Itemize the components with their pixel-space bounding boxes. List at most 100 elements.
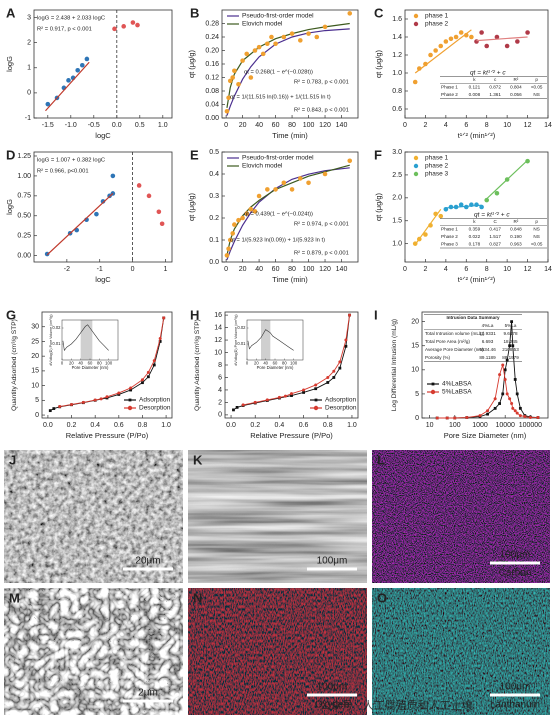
y-tick-label: 5 [35, 397, 39, 404]
x-tick-label: 140 [336, 122, 348, 129]
data-point [433, 48, 438, 53]
y-tick-label: 10 [31, 382, 39, 389]
data-point [277, 395, 281, 399]
data-point [338, 360, 342, 364]
inset-band [261, 320, 271, 360]
table-cell: 0.121 [469, 85, 481, 90]
data-point [486, 412, 489, 416]
series-line [486, 159, 528, 200]
data-point [289, 31, 295, 36]
y-tick-label: 0.12 [205, 74, 219, 81]
data-point [283, 394, 287, 398]
table-cell: 0.008 [469, 92, 481, 97]
x-tick-label: 12 [524, 266, 532, 273]
data-point [518, 406, 522, 410]
panel-letter: C [374, 5, 384, 20]
y-tick-label: 14 [214, 324, 222, 331]
x-tick-label: 4 [444, 266, 448, 273]
data-point [281, 180, 287, 186]
scale-bar-label: 100μm [500, 682, 531, 693]
table-cell: 1.517 [489, 234, 501, 239]
data-point [484, 197, 490, 203]
y-tick-label: 20 [31, 353, 39, 360]
x-axis-label: t¹ᐟ² (min¹ᐟ²) [458, 275, 496, 284]
data-point [505, 392, 509, 396]
data-point [129, 388, 133, 392]
legend-swatch [413, 155, 419, 161]
data-point [232, 222, 237, 227]
panel-letter: H [190, 307, 199, 322]
data-point [240, 215, 245, 221]
series-line [226, 167, 350, 261]
x-tick-label: 0.2 [67, 422, 77, 429]
y-tick-label: 0.2 [209, 215, 219, 222]
x-tick-label: 0.4 [90, 422, 100, 429]
panel-letter: N [193, 590, 202, 605]
data-point [435, 416, 439, 420]
data-point [248, 75, 254, 80]
data-point [105, 395, 109, 399]
table-cell: NS [533, 234, 539, 239]
y-axis-label: Quantity Adsorbed (cm³/g STP) [11, 319, 18, 411]
x-tick-label: 10 [426, 422, 434, 429]
data-point [110, 173, 116, 179]
panel-letter: J [9, 452, 16, 467]
data-point [93, 398, 97, 402]
inset-y-label: dV/dlog(D) Pore Volume (cm³/g) [234, 314, 238, 365]
y-tick-label: 15 [411, 343, 419, 350]
y-tick-label: 1.6 [392, 16, 402, 23]
data-point [232, 68, 237, 74]
table-row-label: Total Intrusion volume (mL/g) [425, 331, 485, 336]
data-point [513, 378, 517, 381]
data-point [252, 48, 258, 53]
y-tick-label: 1.4 [392, 34, 402, 41]
table-cell: 0.848 [510, 227, 522, 232]
legend-swatch [413, 21, 419, 27]
y-tick-label: 0.1 [209, 237, 219, 244]
data-point [493, 406, 497, 410]
data-point [453, 34, 459, 40]
inset-x-tick-label: 20 [69, 361, 74, 366]
x-tick-label: 0.2 [250, 422, 260, 429]
x-tick-label: 20 [239, 122, 247, 129]
y-tick-label: 0 [218, 412, 222, 419]
table-cell: 6534.46 [479, 347, 496, 352]
data-point [269, 34, 274, 40]
data-point [486, 409, 490, 413]
x-tick-label: 1.0 [347, 422, 357, 429]
panel-letter: B [190, 5, 199, 20]
data-point [515, 392, 519, 396]
y-axis-label: qt (μg/g) [374, 192, 383, 221]
y-tick-label: 20 [411, 318, 419, 325]
data-point [465, 416, 469, 420]
table-cell: 0.178 [469, 242, 481, 247]
plot-frame [421, 311, 549, 419]
y-tick-label: 25 [31, 338, 39, 345]
data-point [66, 78, 71, 83]
y-axis-label: logG [5, 56, 14, 72]
y-tick-label: 0.28 [205, 20, 219, 27]
table-cell: 0.190 [510, 234, 522, 239]
inset-y-label: dV/dlog(D) Pore Volume (cm³/g) [49, 314, 53, 365]
annotation: logG = 1.007 + 0.382 logC [37, 158, 105, 164]
inset-y-tick-label: 0.01 [52, 341, 61, 346]
y-tick-label: 2.5 [392, 172, 402, 179]
inset-band [80, 320, 93, 360]
legend-label: phase 1 [425, 13, 449, 20]
x-tick-label: 0.6 [114, 422, 124, 429]
y-tick-label: 1.5 [392, 218, 402, 225]
y-tick-label: 0.24 [205, 34, 219, 41]
table-row-label: Phase 1 [441, 227, 458, 232]
data-point [235, 406, 239, 409]
inset-x-tick-label: 40 [78, 361, 83, 366]
table-cell: 1.361 [489, 92, 501, 97]
y-tick-label: 30 [31, 324, 39, 331]
panel-letter: D [6, 147, 15, 162]
data-point [348, 313, 352, 317]
data-point [528, 416, 532, 420]
data-point [129, 386, 133, 390]
table-title: Intrusion Data Summary [446, 315, 500, 320]
table-cell: 0.804 [510, 85, 522, 90]
y-tick-label: 0.3 [209, 193, 219, 200]
x-tick-label: -1.0 [65, 122, 77, 129]
